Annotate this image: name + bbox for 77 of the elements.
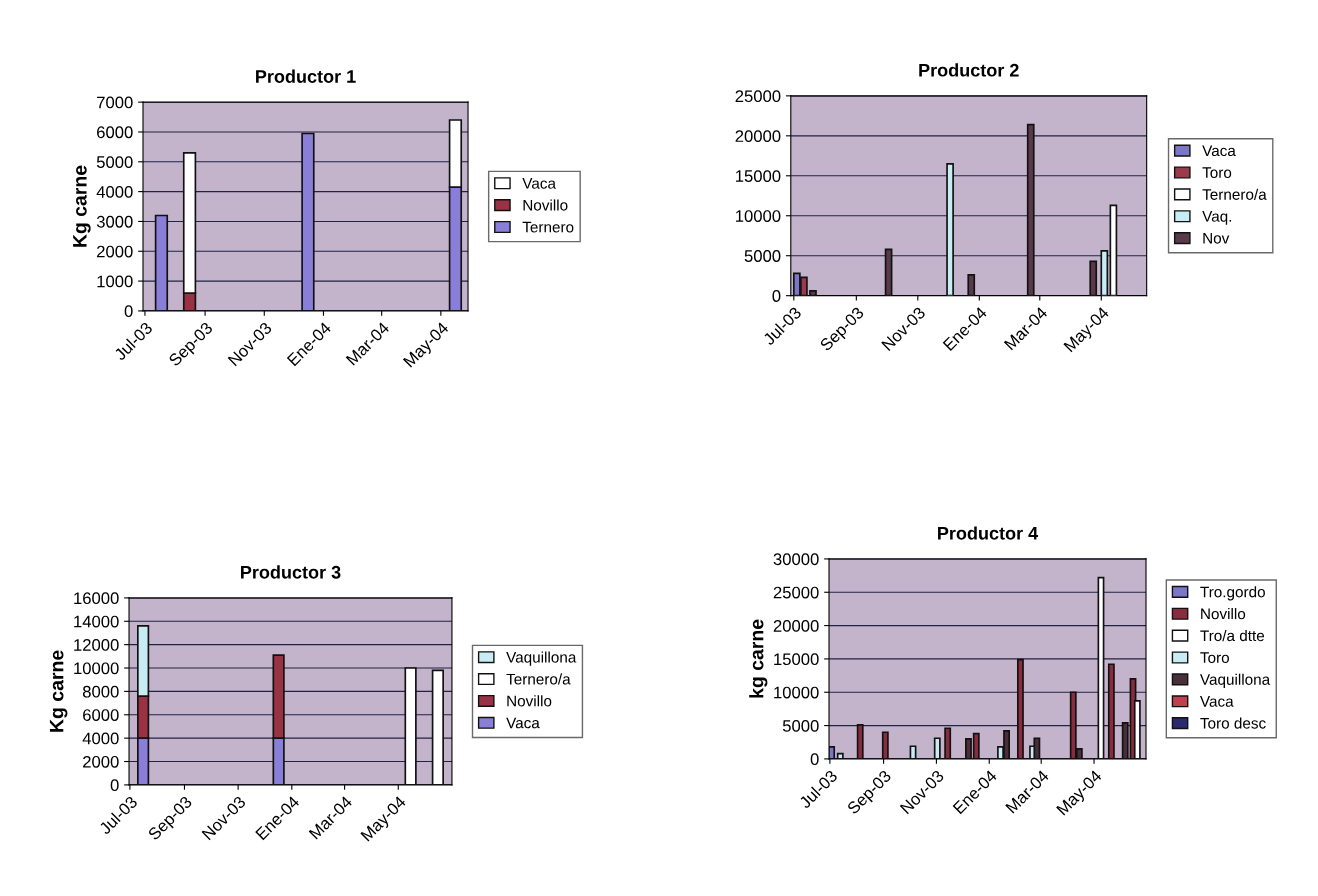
bar — [944, 727, 952, 759]
y-tick-label: 2000 — [97, 245, 133, 258]
legend-label: Vaca — [506, 717, 540, 729]
bar — [909, 745, 917, 759]
bar — [1016, 658, 1024, 759]
chart-title: Productor 2 — [919, 63, 1019, 77]
legend-label: Vaq. — [1202, 211, 1232, 225]
bar — [404, 667, 417, 785]
legend-label: Vaca — [1200, 696, 1234, 707]
y-tick-label: 4000 — [82, 732, 119, 745]
legend-label: Novillo — [507, 695, 552, 707]
legend-label: Ternero — [522, 221, 574, 233]
y-tick-label: 12000 — [74, 639, 119, 651]
y-tick-label: 20000 — [735, 130, 781, 143]
y-tick-label: 5000 — [744, 250, 781, 262]
bar — [881, 731, 889, 759]
bar — [836, 752, 844, 759]
y-tick-label: 6000 — [83, 709, 119, 721]
bar — [933, 737, 941, 759]
y-tick-label: 15000 — [736, 170, 781, 182]
y-tick-label: 0 — [124, 305, 133, 318]
y-tick-label: 3000 — [96, 215, 133, 228]
bar — [967, 274, 976, 296]
y-tick-label: 5000 — [96, 156, 133, 168]
bar — [1109, 204, 1118, 296]
legend-label: Tro/a dtte — [1200, 629, 1265, 642]
y-tick-label: 8000 — [82, 685, 119, 698]
legend-label: Vaquillona — [1200, 673, 1271, 688]
y-tick-label: 4000 — [96, 186, 133, 198]
y-axis-title: Kg carne — [49, 650, 68, 732]
y-tick-label: 6000 — [97, 126, 133, 139]
chart-title: Productor 4 — [938, 526, 1039, 540]
legend-label: Nov — [1203, 232, 1230, 244]
y-tick-label: 1000 — [97, 275, 133, 288]
legend-label: Novillo — [1201, 608, 1246, 620]
legend-label: Novillo — [523, 199, 568, 211]
legend-label: Tro.gordo — [1200, 586, 1265, 601]
y-axis-title: Kg carne — [73, 165, 91, 247]
y-tick-label: 10000 — [774, 686, 819, 699]
chart-title: Productor 3 — [241, 565, 341, 579]
y-tick-label: 10000 — [736, 210, 781, 222]
legend-label: Vaca — [1202, 145, 1236, 157]
legend-label: Toro desc — [1200, 717, 1266, 729]
legend-label: Toro — [1200, 652, 1229, 664]
bar — [1100, 250, 1109, 296]
y-tick-label: 2000 — [83, 755, 119, 768]
y-tick-label: 5000 — [782, 719, 819, 732]
y-tick-label: 25000 — [735, 90, 781, 103]
legend-label: Ternero/a — [1202, 188, 1267, 200]
bar — [1033, 737, 1041, 759]
bar — [1026, 123, 1035, 296]
legend-label: Vaca — [522, 178, 556, 189]
bar — [884, 248, 893, 296]
y-axis-title: kg carne — [749, 619, 768, 698]
y-tick-label: 20000 — [773, 619, 819, 632]
y-tick-label: 7000 — [97, 96, 133, 109]
legend-label: Vaquillona — [506, 651, 577, 666]
bar — [154, 214, 169, 311]
bar — [431, 669, 444, 785]
y-tick-label: 25000 — [773, 586, 819, 599]
y-tick-label: 14000 — [74, 615, 119, 628]
legend-label: Ternero/a — [506, 673, 571, 685]
y-tick-label: 16000 — [74, 592, 119, 605]
bar — [1107, 663, 1115, 759]
y-tick-label: 10000 — [74, 662, 119, 675]
y-tick-label: 0 — [772, 290, 781, 302]
y-tick-label: 15000 — [774, 653, 819, 666]
y-tick-label: 0 — [110, 779, 119, 792]
chart-title: Productor 1 — [256, 69, 356, 83]
bar — [829, 746, 836, 759]
y-tick-label: 30000 — [773, 553, 819, 566]
legend-label: Toro — [1202, 167, 1232, 178]
bar — [856, 724, 864, 759]
y-tick-label: 0 — [810, 753, 819, 766]
bar — [946, 162, 954, 296]
bar — [301, 132, 315, 311]
bar — [1089, 260, 1098, 296]
